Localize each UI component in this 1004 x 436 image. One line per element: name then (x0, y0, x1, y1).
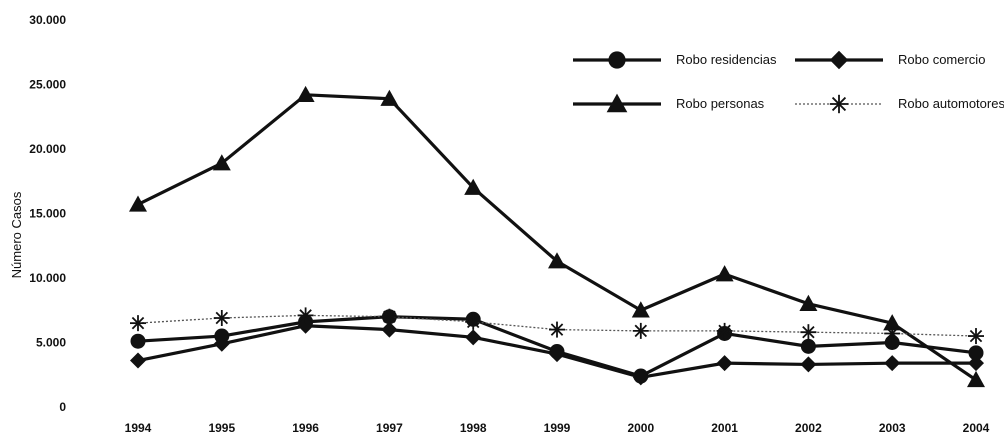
data-point-diamond (968, 355, 984, 372)
x-tick-label: 2003 (879, 421, 906, 435)
x-tick-label: 2002 (795, 421, 822, 435)
data-point-triangle (296, 85, 315, 103)
data-point-asterisk (800, 324, 817, 341)
legend: Robo residencias Robo comercio Robo person… (573, 50, 1004, 114)
legend-item: Robo automotores (795, 94, 1004, 114)
x-tick-label: 2001 (711, 421, 738, 435)
y-tick-label: 5.000 (36, 336, 66, 350)
legend-marker-triangle (606, 93, 628, 113)
data-point-asterisk (884, 325, 901, 342)
data-point-diamond (130, 352, 146, 369)
legend-item: Robo residencias (573, 51, 777, 69)
data-point-diamond (884, 355, 901, 372)
x-tick-label: 1999 (544, 421, 571, 435)
x-tick-label: 1995 (208, 421, 235, 435)
data-point-diamond (465, 329, 482, 346)
x-tick-label: 1998 (460, 421, 487, 435)
x-tick-label: 2000 (627, 421, 654, 435)
legend-label: Robo personas (676, 96, 765, 111)
series-robo-comercio (130, 317, 984, 386)
data-point-asterisk (130, 315, 146, 332)
data-point-triangle (967, 370, 985, 388)
legend-label: Robo comercio (898, 52, 985, 67)
data-point-triangle (129, 195, 147, 212)
x-tick-labels: 1994 1995 1996 1997 1998 1999 2000 2001 2002 2003… (125, 421, 990, 435)
y-axis-label: Número Casos (9, 191, 24, 278)
data-point-circle (968, 345, 984, 361)
data-point-diamond (716, 355, 733, 372)
data-point-asterisk (465, 313, 482, 330)
data-point-triangle (548, 252, 566, 269)
data-point-diamond (800, 356, 817, 373)
series-robo-automotores (130, 307, 984, 345)
y-tick-label: 0 (59, 400, 66, 414)
data-point-asterisk (549, 321, 565, 338)
data-point-diamond (632, 369, 649, 386)
data-point-diamond (549, 346, 565, 363)
data-point-triangle (212, 154, 231, 171)
legend-item: Robo personas (573, 93, 765, 113)
data-point-triangle (631, 301, 650, 318)
x-tick-label: 1996 (292, 421, 319, 435)
y-tick-labels: 0 5.000 10.000 15.000 20.000 25.000 30.000 (29, 13, 66, 414)
data-point-triangle (799, 294, 818, 311)
legend-marker-asterisk (829, 94, 849, 114)
y-tick-label: 30.000 (29, 13, 66, 27)
data-point-diamond (381, 321, 398, 338)
y-tick-label: 10.000 (29, 271, 66, 285)
data-point-asterisk (213, 309, 230, 326)
data-point-triangle (883, 314, 902, 331)
data-point-triangle (464, 178, 483, 195)
data-point-asterisk (632, 322, 649, 339)
legend-marker-circle (608, 51, 626, 69)
y-tick-label: 15.000 (29, 207, 66, 221)
x-tick-label: 1994 (125, 421, 152, 435)
y-tick-label: 20.000 (29, 142, 66, 156)
legend-label: Robo residencias (676, 52, 777, 67)
data-point-triangle (380, 89, 399, 106)
y-tick-label: 25.000 (29, 78, 66, 92)
data-point-triangle (715, 265, 734, 282)
series-robo-personas (129, 85, 985, 388)
legend-marker-diamond (829, 50, 849, 70)
x-tick-label: 2004 (963, 421, 990, 435)
data-point-asterisk (716, 322, 733, 339)
data-point-diamond (297, 317, 314, 334)
legend-label: Robo automotores (898, 96, 1004, 111)
series-group (129, 85, 985, 388)
data-point-diamond (213, 335, 230, 352)
x-tick-label: 1997 (376, 421, 403, 435)
data-point-asterisk (297, 307, 314, 324)
data-point-asterisk (381, 308, 398, 325)
data-point-asterisk (968, 328, 984, 345)
legend-item: Robo comercio (795, 50, 985, 70)
data-point-circle (130, 333, 146, 349)
data-point-circle (800, 338, 816, 354)
data-point-circle (884, 335, 900, 350)
